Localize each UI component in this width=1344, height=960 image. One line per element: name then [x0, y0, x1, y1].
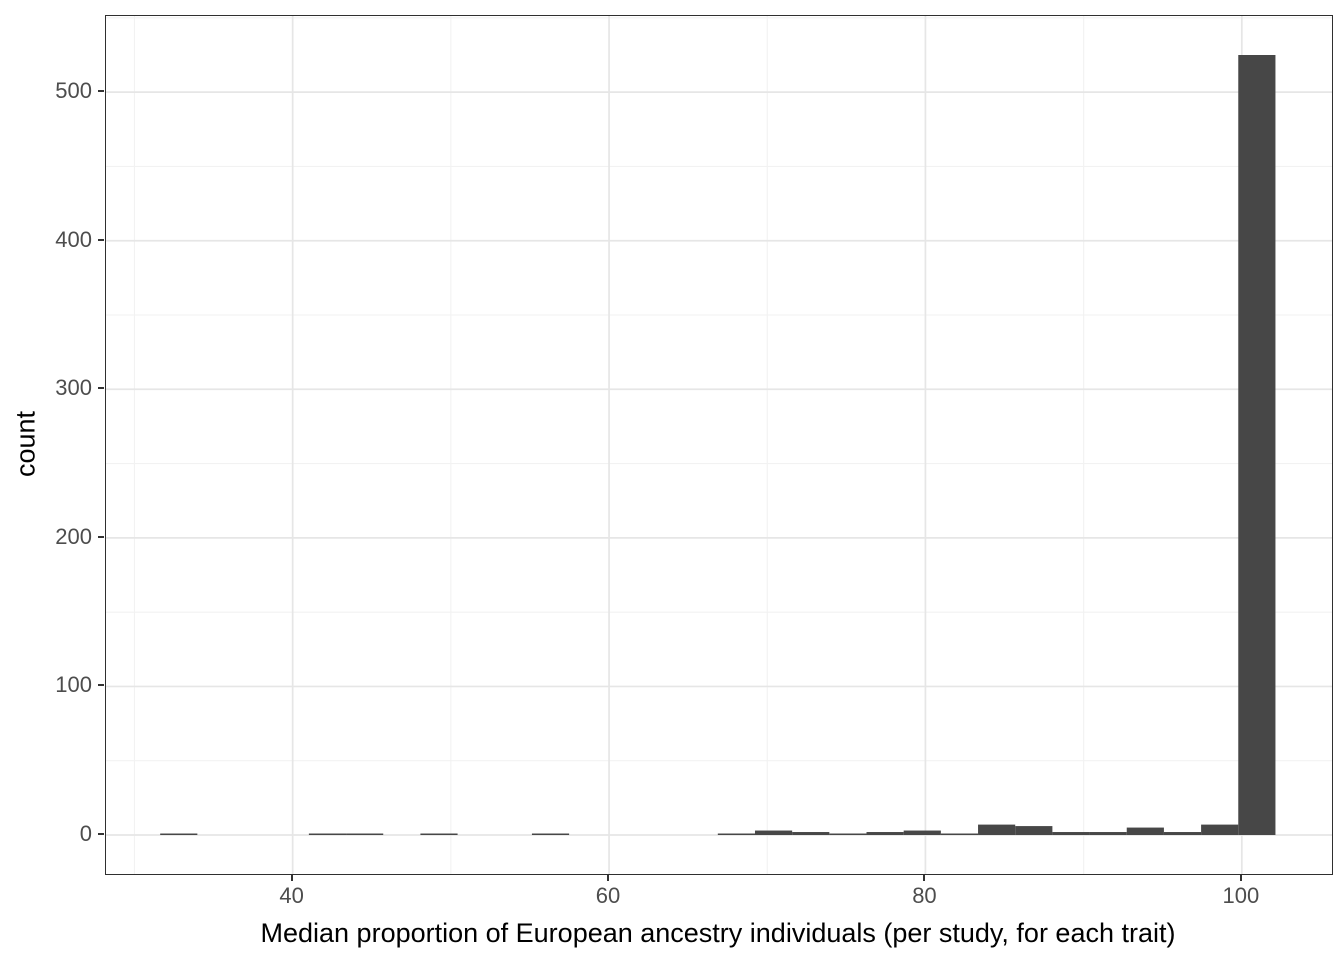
x-tick-mark: [290, 874, 293, 881]
y-tick-mark: [97, 387, 104, 390]
y-tick-label: 100: [55, 672, 92, 698]
y-tick-mark: [97, 833, 104, 835]
histogram-bar: [1163, 832, 1202, 835]
x-tick-mark: [1239, 874, 1242, 881]
histogram-bar: [1015, 826, 1053, 835]
histogram-bar: [903, 830, 941, 835]
histogram-bar: [308, 833, 347, 835]
y-tick-label: 200: [55, 523, 92, 549]
y-tick-label: 500: [55, 78, 92, 104]
histogram-bar: [940, 833, 979, 835]
histogram-bar: [420, 833, 458, 835]
y-tick-mark: [97, 535, 104, 538]
histogram-bar: [754, 830, 793, 835]
histogram-bar: [978, 824, 1016, 835]
x-tick-label: 80: [912, 883, 937, 908]
x-tick-label: 60: [595, 883, 621, 908]
x-tick-mark: [923, 874, 926, 881]
y-axis-title: count: [10, 410, 41, 478]
y-tick-label: 0: [79, 821, 92, 846]
histogram-bar: [717, 833, 755, 835]
histogram-bar: [1126, 827, 1164, 835]
x-tick-mark: [607, 874, 610, 881]
histogram-bar: [160, 833, 198, 835]
histogram-bar: [1201, 824, 1239, 835]
histogram-bar: [346, 833, 384, 835]
x-axis-title: Median proportion of European ancestry i…: [260, 918, 1176, 948]
histogram-bar: [531, 833, 570, 835]
y-tick-label: 300: [55, 375, 92, 401]
histogram-bar: [1052, 832, 1090, 835]
histogram-bar: [792, 832, 830, 835]
histogram-bar: [829, 833, 867, 835]
histogram-bar: [866, 832, 904, 835]
x-tick-label: 100: [1222, 883, 1260, 908]
histogram-svg: [106, 16, 1332, 874]
plot-panel: [105, 15, 1333, 875]
y-tick-mark: [97, 90, 104, 93]
y-tick-mark: [97, 684, 104, 687]
y-tick-mark: [97, 238, 104, 241]
histogram-bar: [1089, 832, 1127, 835]
y-tick-label: 400: [55, 226, 92, 252]
x-tick-label: 40: [279, 883, 304, 908]
histogram-bar: [1238, 55, 1276, 835]
